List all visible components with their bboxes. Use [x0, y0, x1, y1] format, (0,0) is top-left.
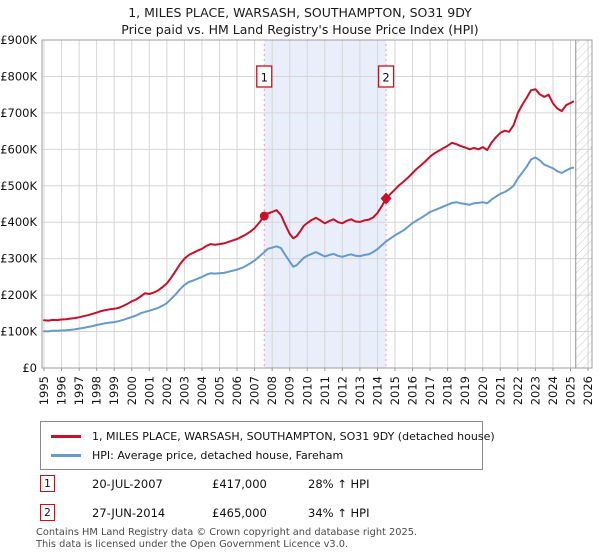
x-tick-label: 2003 — [177, 376, 191, 405]
sale-2-number-box: 2 — [40, 504, 55, 521]
sale-row-1: 1 20-JUL-2007 £417,000 28% ↑ HPI — [40, 473, 580, 494]
y-tick-label: £100K — [0, 325, 37, 339]
marker-label-box — [256, 65, 273, 88]
x-tick-label: 2022 — [511, 376, 525, 405]
x-tick-label: 1995 — [37, 376, 51, 405]
legend-label-property: 1, MILES PLACE, WARSASH, SOUTHAMPTON, SO… — [92, 430, 495, 443]
y-tick-label: £700K — [0, 106, 37, 120]
plot-border — [41, 39, 593, 369]
x-tick-label: 1999 — [107, 376, 121, 405]
x-tick-label: 2009 — [283, 376, 297, 405]
footer-line-1: Contains HM Land Registry data © Crown c… — [36, 527, 418, 538]
legend-label-hpi: HPI: Average price, detached house, Fare… — [92, 449, 344, 462]
copyright-footer: Contains HM Land Registry data © Crown c… — [36, 527, 417, 550]
legend-row-property: 1, MILES PLACE, WARSASH, SOUTHAMPTON, SO… — [41, 427, 495, 446]
x-tick-label: 2018 — [441, 376, 455, 405]
x-tick-label: 2020 — [476, 376, 490, 405]
x-tick-label: 2000 — [125, 376, 139, 405]
series-line — [43, 156, 575, 333]
y-tick-label: £300K — [0, 252, 37, 266]
legend-swatch-blue-line — [51, 454, 81, 457]
sale-2-hpi-diff: 34% ↑ HPI — [308, 505, 370, 520]
y-tick-label: £800K — [0, 69, 37, 83]
x-tick-label: 2006 — [230, 376, 244, 405]
x-tick-label: 2026 — [581, 376, 595, 405]
marker-label-box — [377, 65, 395, 88]
marker-label-text: 2 — [382, 71, 389, 85]
y-tick-label: £200K — [0, 288, 37, 302]
sale-row-2: 2 27-JUN-2014 £465,000 34% ↑ HPI — [40, 502, 580, 523]
marker-label-text: 1 — [261, 71, 268, 85]
x-tick-label: 2011 — [318, 376, 332, 405]
legend-row-hpi: HPI: Average price, detached house, Fare… — [41, 446, 482, 465]
x-tick-label: 1996 — [55, 376, 69, 405]
sale-2-date: 27-JUN-2014 — [92, 505, 166, 520]
sale-marker-dot — [259, 211, 269, 221]
x-tick-label: 2017 — [423, 376, 437, 405]
y-tick-label: £0 — [22, 361, 37, 375]
price-chart: 1 2 £0 £100K £200K £300K £400K £500K £600K £700K £… — [0, 33, 595, 405]
y-tick-label: £500K — [0, 179, 37, 193]
y-tick-label: £400K — [0, 215, 37, 229]
legend-box: 1, MILES PLACE, WARSASH, SOUTHAMPTON, SO… — [40, 421, 495, 470]
x-tick-label: 2023 — [528, 376, 542, 405]
y-tick-label: £600K — [0, 142, 37, 156]
x-tick-label: 2013 — [353, 376, 367, 405]
sale-1-hpi-diff: 28% ↑ HPI — [308, 476, 370, 491]
x-tick-label: 1997 — [72, 376, 86, 405]
x-tick-label: 2004 — [195, 376, 209, 405]
x-tick-label: 2010 — [300, 376, 314, 405]
x-tick-label: 2024 — [546, 376, 560, 405]
sale-1-number-box: 1 — [40, 475, 55, 492]
x-tick-label: 2007 — [248, 376, 262, 405]
x-tick-label: 2002 — [160, 376, 174, 405]
series-line — [43, 88, 575, 322]
x-tick-label: 2025 — [564, 376, 578, 405]
x-tick-label: 2015 — [388, 376, 402, 405]
sale-marker-diamond — [380, 192, 392, 205]
x-tick-label: 2012 — [335, 376, 349, 405]
footer-line-2: This data is licensed under the Open Gov… — [36, 538, 349, 550]
x-tick-label: 2005 — [213, 376, 227, 405]
x-tick-label: 2021 — [493, 376, 507, 405]
legend-swatch-red-line — [51, 435, 81, 438]
sale-1-date: 20-JUL-2007 — [92, 476, 163, 491]
sale-2-price: £465,000 — [212, 505, 267, 520]
y-tick-label: £900K — [0, 33, 37, 47]
x-tick-label: 2001 — [142, 376, 156, 405]
future-hatch-region — [575, 40, 592, 368]
page-subtitle: Price paid vs. HM Land Registry's House … — [121, 22, 479, 37]
x-tick-label: 1998 — [90, 376, 104, 405]
x-tick-label: 2008 — [265, 376, 279, 405]
x-tick-label: 2016 — [406, 376, 420, 405]
page-title: 1, MILES PLACE, WARSASH, SOUTHAMPTON, SO… — [128, 5, 472, 20]
sale-1-price: £417,000 — [212, 476, 267, 491]
x-tick-label: 2014 — [370, 376, 384, 405]
x-tick-label: 2019 — [458, 376, 472, 405]
sale-annotations: 1 20-JUL-2007 £417,000 28% ↑ HPI 2 27-JU… — [40, 473, 580, 531]
